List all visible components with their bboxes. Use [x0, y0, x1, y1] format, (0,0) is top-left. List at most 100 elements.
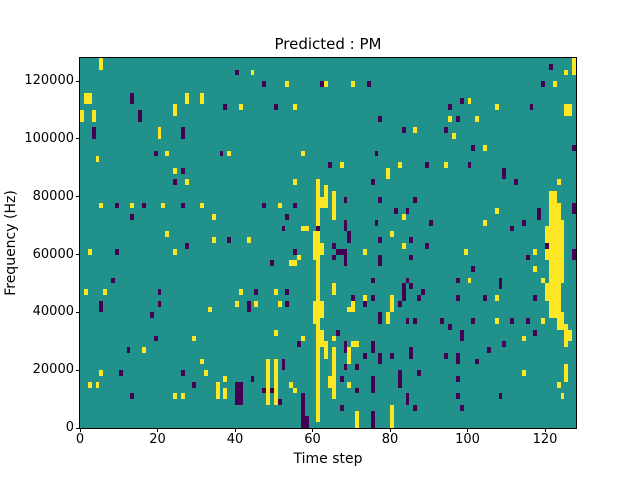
heatmap-cell [502, 167, 507, 180]
heatmap-cell [266, 358, 270, 405]
heatmap-cell [192, 335, 197, 342]
heatmap-cell [316, 231, 321, 423]
x-tick-mark [312, 428, 313, 432]
y-tick-label: 60000 [32, 246, 74, 262]
heatmap-cell [556, 179, 561, 186]
heatmap-cell [180, 167, 185, 174]
x-tick-label: 20 [149, 432, 166, 447]
heatmap-cell [297, 341, 301, 348]
heatmap-cell [219, 150, 224, 157]
heatmap-cell [269, 387, 274, 394]
heatmap-cell [320, 81, 325, 87]
heatmap-cell [413, 196, 418, 203]
heatmap-cell [204, 370, 208, 376]
heatmap-cell [424, 162, 429, 168]
heatmap-cell [409, 283, 414, 290]
x-tick-label: 80 [381, 432, 399, 447]
x-tick-label: 60 [304, 432, 321, 447]
heatmap-cell [235, 69, 239, 76]
heatmap-cell [83, 289, 88, 296]
heatmap-cell [397, 300, 402, 307]
x-tick-mark [544, 428, 546, 432]
y-tick-mark [76, 196, 80, 198]
heatmap-cell [564, 323, 569, 348]
heatmap-cell [130, 92, 135, 105]
heatmap-cell [180, 202, 185, 209]
heatmap-cell [211, 214, 216, 220]
heatmap-cell [227, 237, 232, 243]
heatmap-cell [374, 219, 379, 226]
heatmap-cell [211, 237, 216, 243]
heatmap-cell [273, 289, 278, 296]
heatmap-cell [114, 248, 119, 255]
heatmap-cell [510, 318, 514, 324]
heatmap-cell [552, 81, 557, 87]
heatmap-cell [312, 300, 317, 324]
heatmap-cell [324, 185, 328, 209]
heatmap-cell [331, 335, 336, 342]
heatmap-cell [293, 387, 297, 394]
heatmap-cell [184, 179, 189, 186]
heatmap-cell [378, 254, 383, 267]
heatmap-cell [494, 208, 499, 215]
y-axis-label: Frequency (Hz) [3, 190, 19, 296]
heatmap-cell [262, 202, 266, 209]
heatmap-cell [126, 347, 131, 353]
heatmap-cell [459, 329, 464, 342]
heatmap-cell [401, 127, 406, 134]
heatmap-cell [130, 393, 135, 400]
heatmap-cell [320, 243, 325, 255]
x-tick-mark [79, 428, 81, 432]
heatmap-cell [475, 115, 480, 122]
heatmap-cell [444, 162, 449, 168]
heatmap-cell [262, 81, 266, 87]
heatmap-cell [370, 410, 375, 428]
heatmap-cell [235, 300, 239, 307]
heatmap-cell [157, 300, 162, 307]
heatmap-cell [300, 150, 305, 157]
heatmap-cell [444, 127, 449, 134]
heatmap-cell [320, 300, 325, 319]
heatmap-cell [552, 190, 557, 319]
heatmap-cell [165, 231, 170, 238]
heatmap-cell [324, 341, 328, 359]
heatmap-cell [397, 162, 402, 168]
heatmap-cell [335, 329, 340, 336]
heatmap-cell [235, 381, 239, 405]
heatmap-cell [560, 219, 565, 284]
heatmap-cell [405, 318, 410, 324]
heatmap-cell [95, 381, 100, 388]
heatmap-cell [142, 202, 146, 209]
heatmap-cell [103, 289, 108, 296]
heatmap-cell [541, 318, 545, 324]
heatmap-cell [273, 104, 278, 111]
heatmap-cell [498, 393, 503, 400]
heatmap-cell [362, 248, 367, 255]
heatmap-cell [370, 341, 375, 353]
heatmap-cell [471, 144, 476, 151]
heatmap-cell [312, 231, 317, 261]
heatmap-cell [390, 231, 394, 238]
heatmap-cell [533, 295, 538, 301]
heatmap-cell [335, 248, 340, 255]
heatmap-cell [521, 219, 526, 226]
x-tick-mark [389, 428, 391, 432]
heatmap-cell [572, 202, 576, 215]
heatmap-cell [246, 237, 251, 243]
heatmap-cell [545, 283, 549, 301]
heatmap-cell [355, 364, 359, 371]
heatmap-cell [91, 127, 96, 139]
heatmap-cell [200, 92, 204, 105]
heatmap-cell [91, 110, 96, 122]
heatmap-cell [153, 150, 158, 157]
heatmap-cell [173, 104, 177, 116]
heatmap-cell [343, 196, 348, 203]
heatmap-cell [293, 179, 297, 186]
heatmap-cell [455, 295, 460, 301]
heatmap-cell [99, 370, 104, 376]
x-tick-label: 0 [75, 432, 85, 447]
heatmap-cell [525, 254, 530, 261]
heatmap-cell [494, 295, 499, 301]
heatmap-cell [455, 393, 460, 400]
